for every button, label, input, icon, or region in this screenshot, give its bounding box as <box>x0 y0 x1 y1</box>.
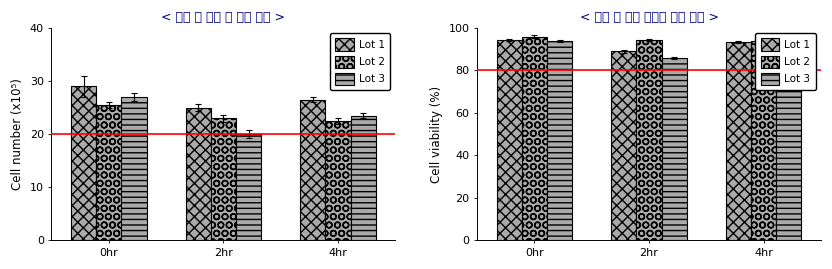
Bar <box>522 37 547 240</box>
Bar <box>726 42 751 240</box>
Bar <box>612 51 636 240</box>
Bar <box>497 40 522 240</box>
Bar <box>71 86 97 240</box>
Legend: Lot 1, Lot 2, Lot 3: Lot 1, Lot 2, Lot 3 <box>755 33 815 90</box>
Title: < 해동 후 세포 생존률 측정 시험 >: < 해동 후 세포 생존률 측정 시험 > <box>580 11 719 24</box>
Bar <box>661 58 687 240</box>
Bar <box>751 41 776 240</box>
Bar <box>121 97 146 240</box>
Title: < 해동 후 세포 수 측정 시험 >: < 해동 후 세포 수 측정 시험 > <box>161 11 285 24</box>
Y-axis label: Cell viability (%): Cell viability (%) <box>430 86 443 183</box>
Bar <box>776 44 801 240</box>
Bar <box>325 121 350 240</box>
Y-axis label: Cell number (x10⁵): Cell number (x10⁵) <box>11 78 24 190</box>
Bar <box>97 105 121 240</box>
Bar <box>636 40 661 240</box>
Bar <box>547 41 572 240</box>
Bar <box>186 108 210 240</box>
Bar <box>210 118 236 240</box>
Bar <box>236 134 261 240</box>
Bar <box>300 100 325 240</box>
Legend: Lot 1, Lot 2, Lot 3: Lot 1, Lot 2, Lot 3 <box>329 33 390 90</box>
Bar <box>350 116 376 240</box>
